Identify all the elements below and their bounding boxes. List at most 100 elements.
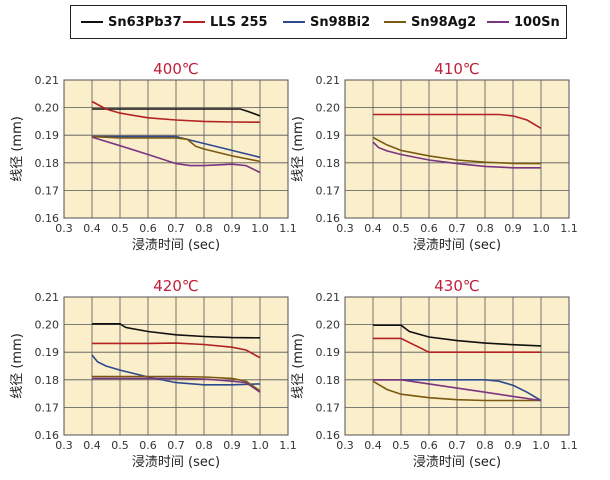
x-tick-label: 1.1 (560, 222, 578, 235)
legend-label: 100Sn (514, 14, 560, 30)
chart-panel-3: 0.3 0.4 0.5 0.6 0.7 0.8 0.9 1.0 1.1 0.16 0.17 0.18 0… (10, 277, 297, 470)
series-line-sn63pb37 (92, 108, 261, 117)
y-tick-label: 0.16 (35, 212, 60, 225)
y-tick-label: 0.18 (316, 374, 341, 387)
y-tick-label: 0.17 (316, 184, 341, 197)
x-tick-label: 0.8 (195, 439, 213, 452)
y-tick-label: 0.18 (35, 374, 60, 387)
series-line-100sn (373, 378, 542, 402)
series-line-100sn (372, 141, 541, 169)
x-tick-label: 0.3 (336, 222, 354, 235)
x-tick-label: 1.0 (532, 439, 550, 452)
series-line-100sn (91, 136, 261, 174)
series-line-lls255 (373, 113, 542, 129)
legend-swatch (283, 21, 305, 23)
y-tick-label: 0.16 (35, 429, 60, 442)
series-line-sn63pb37 (92, 322, 261, 339)
series-line-lls255 (92, 342, 261, 359)
x-tick-label: 0.9 (504, 439, 522, 452)
y-tick-label: 0.19 (35, 129, 60, 142)
y-tick-label: 0.21 (35, 291, 60, 304)
x-tick-label: 1.1 (560, 439, 578, 452)
x-tick-label: 0.8 (476, 222, 494, 235)
chart-panel-1: 0.3 0.4 0.5 0.6 0.7 0.8 0.9 1.0 1.1 0.16 0.17 0.18 0… (10, 60, 297, 253)
series-line-sn98ag2 (372, 136, 542, 165)
x-axis-label: 浸渍时间 (sec) (132, 238, 220, 253)
x-tick-label: 0.4 (83, 439, 101, 452)
series-line-sn98bi2 (373, 378, 542, 402)
legend-label: LLS 255 (210, 14, 268, 30)
y-tick-label: 0.20 (35, 102, 60, 115)
x-tick-label: 0.5 (111, 222, 129, 235)
x-tick-label: 0.9 (223, 222, 241, 235)
y-tick-label: 0.18 (316, 157, 341, 170)
legend-swatch (183, 21, 205, 23)
series-line-sn98ag2 (372, 380, 541, 402)
x-tick-label: 0.9 (223, 439, 241, 452)
legend-label: Sn63Pb37 (108, 14, 182, 30)
x-axis-label: 浸渍时间 (sec) (413, 455, 501, 470)
y-tick-label: 0.21 (316, 291, 341, 304)
y-axis-label: 线径 (mm) (291, 333, 306, 399)
x-tick-label: 0.8 (476, 439, 494, 452)
x-tick-label: 0.9 (504, 222, 522, 235)
x-tick-label: 0.8 (195, 222, 213, 235)
legend-label: Sn98Ag2 (411, 14, 477, 30)
y-tick-label: 0.19 (35, 346, 60, 359)
series-line-sn98ag2 (91, 135, 261, 163)
y-tick-label: 0.16 (316, 429, 341, 442)
y-tick-label: 0.20 (316, 319, 341, 332)
chart-panel-2: 0.3 0.4 0.5 0.6 0.7 0.8 0.9 1.0 1.1 0.16 0.17 0.18 0… (291, 60, 578, 253)
y-tick-label: 0.19 (316, 346, 341, 359)
y-axis-label: 线径 (mm) (10, 116, 25, 182)
y-tick-label: 0.18 (35, 157, 60, 170)
y-tick-label: 0.20 (316, 102, 341, 115)
x-tick-label: 0.7 (167, 439, 185, 452)
x-tick-label: 0.4 (83, 222, 101, 235)
y-axis-label: 线径 (mm) (10, 333, 25, 399)
y-tick-label: 0.19 (316, 129, 341, 142)
x-tick-label: 1.1 (279, 222, 297, 235)
y-tick-label: 0.17 (35, 184, 60, 197)
x-tick-label: 0.4 (364, 222, 382, 235)
legend-swatch (487, 21, 509, 23)
x-tick-label: 1.0 (532, 222, 550, 235)
x-tick-label: 0.3 (55, 439, 73, 452)
x-axis-label: 浸渍时间 (sec) (413, 238, 501, 253)
y-axis-label: 线径 (mm) (291, 116, 306, 182)
chart-title: 400℃ (153, 60, 198, 78)
x-tick-label: 0.6 (139, 439, 157, 452)
x-tick-label: 1.1 (279, 439, 297, 452)
x-tick-label: 0.5 (392, 439, 410, 452)
series-line-100sn (92, 377, 261, 393)
chart-title: 410℃ (434, 60, 479, 78)
x-axis-label: 浸渍时间 (sec) (132, 455, 220, 470)
x-tick-label: 0.7 (448, 222, 466, 235)
chart-title: 420℃ (153, 277, 198, 295)
y-tick-label: 0.16 (316, 212, 341, 225)
chart-panel-4: 0.3 0.4 0.5 0.6 0.7 0.8 0.9 1.0 1.1 0.16 0.17 0.18 0… (291, 277, 578, 470)
legend: Sn63Pb37 LLS 255 Sn98Bi2 Sn98Ag2 100Sn (70, 5, 567, 39)
y-tick-label: 0.21 (35, 74, 60, 87)
legend-swatch (81, 21, 103, 23)
x-tick-label: 0.7 (167, 222, 185, 235)
y-tick-label: 0.17 (35, 401, 60, 414)
x-tick-label: 0.5 (111, 439, 129, 452)
x-tick-label: 0.3 (336, 439, 354, 452)
legend-item-sn98bi2: Sn98Bi2 (283, 6, 370, 38)
chart-title: 430℃ (434, 277, 479, 295)
series-line-sn63pb37 (373, 324, 542, 347)
x-tick-label: 0.5 (392, 222, 410, 235)
x-tick-label: 0.3 (55, 222, 73, 235)
series-line-lls255 (373, 337, 541, 354)
legend-item-100sn: 100Sn (487, 6, 560, 38)
x-tick-label: 0.6 (139, 222, 157, 235)
x-tick-label: 0.4 (364, 439, 382, 452)
legend-item-sn98ag2: Sn98Ag2 (384, 6, 476, 38)
y-tick-label: 0.17 (316, 401, 341, 414)
legend-swatch (384, 21, 406, 23)
y-tick-label: 0.20 (35, 319, 60, 332)
series-line-sn98ag2 (92, 375, 261, 392)
legend-item-sn63pb37: Sn63Pb37 (81, 6, 182, 38)
